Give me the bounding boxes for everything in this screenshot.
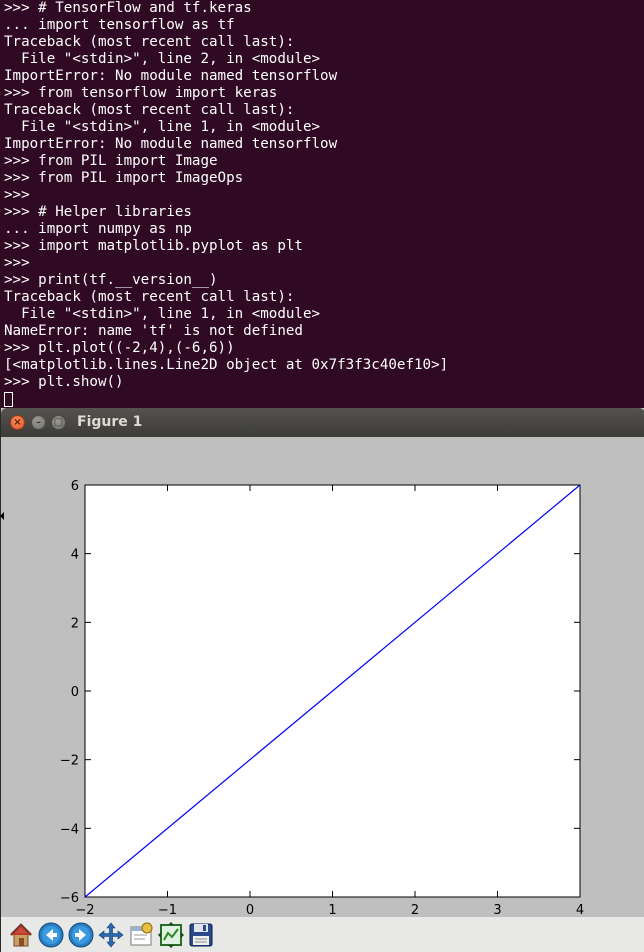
figure-toolbar <box>1 917 644 952</box>
terminal-line: ImportError: No module named tensorflow <box>4 136 338 152</box>
close-button[interactable]: × <box>10 415 25 430</box>
terminal-line: >>> from tensorflow import keras <box>4 85 278 101</box>
terminal-line: >>> import matplotlib.pyplot as plt <box>4 238 303 254</box>
floppy-disk-icon[interactable] <box>187 921 215 949</box>
terminal-line: Traceback (most recent call last): <box>4 102 295 118</box>
terminal-line: >>> # TensorFlow and tf.keras <box>4 0 252 16</box>
figure-window: × – □ Figure 1 −2 −1 0 1 2 3 4 −6 −4 −2 0 2 4 6 <box>0 408 644 952</box>
terminal-line: >>> <box>4 187 30 203</box>
terminal-line: NameError: name 'tf' is not defined <box>4 323 303 339</box>
terminal-line: [<matplotlib.lines.Line2D object at 0x7f… <box>4 357 449 373</box>
terminal-line: ... import tensorflow as tf <box>4 17 235 33</box>
minimize-button[interactable]: – <box>31 415 46 430</box>
terminal-cursor <box>4 392 13 407</box>
y-tick-label: 4 <box>71 548 79 563</box>
arrow-right-icon[interactable] <box>67 921 95 949</box>
y-tick-label: −6 <box>60 891 79 906</box>
y-tick-label: 2 <box>71 616 79 631</box>
x-tick-label: 0 <box>246 903 254 917</box>
window-title: Figure 1 <box>77 414 143 430</box>
terminal-line: >>> # Helper libraries <box>4 204 192 220</box>
terminal-line: File "<stdin>", line 1, in <module> <box>4 119 321 135</box>
terminal-cursor-line <box>4 391 644 408</box>
terminal-line: File "<stdin>", line 2, in <module> <box>4 51 321 67</box>
terminal-line: ImportError: No module named tensorflow <box>4 68 338 84</box>
y-tick-label: 0 <box>71 685 79 700</box>
title-bar[interactable]: × – □ Figure 1 <box>1 408 644 437</box>
y-tick-label: 6 <box>71 479 79 494</box>
terminal-line: >>> print(tf.__version__) <box>4 272 218 288</box>
arrow-left-icon[interactable] <box>37 921 65 949</box>
resize-handle <box>0 512 4 520</box>
terminal-line: >>> plt.show() <box>4 374 124 390</box>
series-line <box>84 484 581 898</box>
y-tick-label: −4 <box>60 822 79 837</box>
terminal-line: Traceback (most recent call last): <box>4 34 295 50</box>
terminal-line: >>> from PIL import ImageOps <box>4 170 244 186</box>
terminal[interactable]: >>> # TensorFlow and tf.keras... import … <box>0 0 644 412</box>
y-tick-label: −2 <box>60 754 79 769</box>
x-tick-label: −2 <box>75 903 94 917</box>
terminal-line: >>> from PIL import Image <box>4 153 218 169</box>
x-tick-label: 4 <box>576 903 584 917</box>
line-chart: −2 −1 0 1 2 3 4 −6 −4 −2 0 2 4 6 <box>60 479 584 917</box>
zoom-rect-icon[interactable] <box>127 921 155 949</box>
subplots-icon[interactable] <box>157 921 185 949</box>
x-tick-label: −1 <box>158 903 177 917</box>
plot-canvas[interactable]: −2 −1 0 1 2 3 4 −6 −4 −2 0 2 4 6 <box>1 437 644 917</box>
move-icon[interactable] <box>97 921 125 949</box>
terminal-line: >>> plt.plot((-2,4),(-6,6)) <box>4 340 235 356</box>
x-tick-label: 1 <box>328 903 336 917</box>
x-tick-label: 2 <box>411 903 419 917</box>
home-icon[interactable] <box>7 921 35 949</box>
terminal-line: Traceback (most recent call last): <box>4 289 295 305</box>
x-tick-label: 3 <box>493 903 501 917</box>
terminal-line: File "<stdin>", line 1, in <module> <box>4 306 321 322</box>
terminal-line: ... import numpy as np <box>4 221 192 237</box>
terminal-line: >>> <box>4 255 30 271</box>
maximize-button[interactable]: □ <box>51 415 66 430</box>
